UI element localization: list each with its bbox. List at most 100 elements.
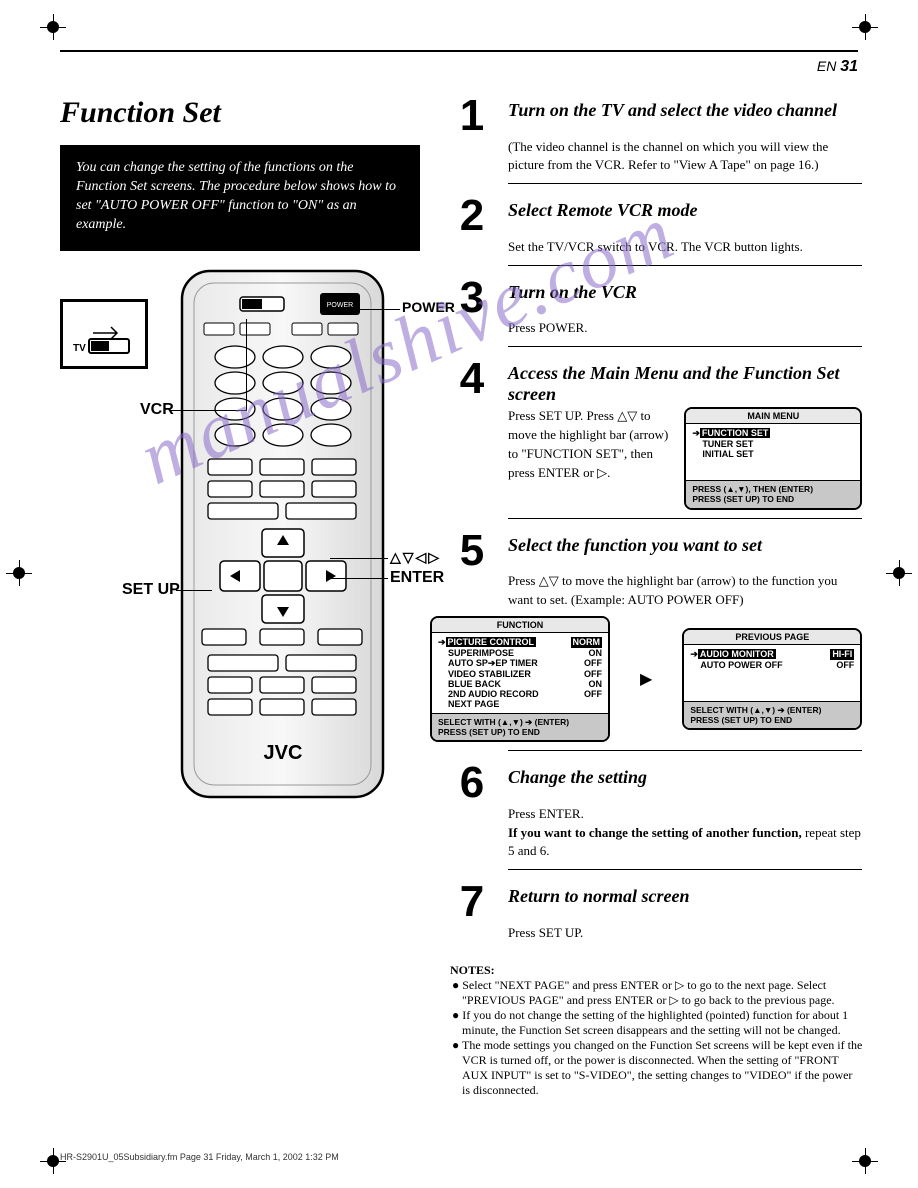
osd-foot: PRESS (SET UP) TO END [690,715,854,725]
step-title: Select Remote VCR mode [508,196,697,221]
header-rule [60,50,858,52]
notes-section: NOTES: ● Select "NEXT PAGE" and press EN… [450,963,862,1098]
registration-mark-icon [886,560,912,586]
tv-switch-icon: TV [69,311,139,357]
osd-item: 2ND AUDIO RECORD [438,689,539,699]
note-text: The mode settings you changed on the Fun… [462,1038,862,1097]
osd-item: TUNER SET [692,439,854,449]
step-title: Select the function you want to set [508,531,762,556]
osd-val: ON [589,679,603,689]
osd-item: FUNCTION SET [700,428,771,438]
step-7: 7 Return to normal screen Press SET UP. [450,882,862,942]
step-number: 4 [450,359,494,399]
osd-foot: PRESS (SET UP) TO END [438,727,602,737]
step-rule [508,183,862,184]
leader-line [330,309,400,310]
note-item: ● The mode settings you changed on the F… [462,1038,862,1098]
leader-line [176,590,212,591]
note-item: ● Select "NEXT PAGE" and press ENTER or … [462,978,862,1008]
osd-item: VIDEO STABILIZER [438,669,531,679]
osd-foot: SELECT WITH (▲,▼) ➔ (ENTER) [438,717,602,727]
step-body: Press △▽ to move the highlight bar (arro… [508,572,862,610]
registration-mark-icon [852,1148,878,1174]
step-body: Press SET UP. [508,924,862,943]
feature-title: Function Set [60,96,420,129]
step-number: 1 [450,96,494,136]
osd-item: AUDIO MONITOR [698,649,776,659]
registration-mark-icon [852,14,878,40]
step-title: Turn on the VCR [508,278,637,303]
step-title: Access the Main Menu and the Function Se… [508,359,862,405]
osd-val: OFF [836,660,854,670]
footer-filename: HR-S2901U_05Subsidiary.fm Page 31 Friday… [60,1152,339,1162]
page: manualshive.com EN 31 Function Set You c… [0,0,918,1188]
osd-foot: SELECT WITH (▲,▼) ➔ (ENTER) [690,705,854,715]
osd-foot: PRESS (SET UP) TO END [692,494,854,504]
osd-val: OFF [584,689,602,699]
osd-item: SUPERIMPOSE [438,648,514,658]
step-number: 7 [450,882,494,922]
label-power: POWER [402,299,455,315]
step-number: 6 [450,763,494,803]
step-body: Set the TV/VCR switch to VCR. The VCR bu… [508,238,862,257]
remote-control-icon: POWER [180,269,385,799]
svg-text:TV: TV [73,343,86,354]
content-columns: Function Set You can change the setting … [60,96,858,1098]
step-body: Press SET UP. Press △▽ to move the highl… [508,407,674,509]
left-column: Function Set You can change the setting … [60,96,420,1098]
page-number: EN 31 [60,58,858,76]
osd-item: AUTO SP➔EP TIMER [438,658,538,669]
step-title: Return to normal screen [508,882,690,907]
page-lang: EN [817,58,836,74]
step-rule [508,869,862,870]
note-text: Select "NEXT PAGE" and press ENTER or ▷ … [462,978,835,1007]
leader-line [246,319,247,411]
step-rule [508,518,862,519]
osd-foot: PRESS (▲,▼), THEN (ENTER) [692,484,854,494]
right-arrow-icon: ▶ [640,669,652,689]
label-setup: SET UP [122,581,180,599]
step-rule [508,265,862,266]
osd-item: AUTO POWER OFF [690,660,782,670]
step-body: (The video channel is the channel on whi… [508,138,862,176]
step-number: 2 [450,196,494,236]
osd-val: ON [589,648,603,658]
step-4: 4 Access the Main Menu and the Function … [450,359,862,518]
page-num-value: 31 [840,58,858,75]
osd-item: PICTURE CONTROL [446,637,537,647]
label-vcr: VCR [140,401,174,419]
note-strong: If you want to change the setting of ano… [508,825,802,840]
osd-title: FUNCTION [432,618,608,633]
osd-arrow-icon: ➔ [692,428,700,438]
osd-val: OFF [584,658,602,669]
step-rule [508,346,862,347]
note-item: ● If you do not change the setting of th… [462,1008,862,1038]
osd-val: HI-FI [830,649,854,660]
step-5: 5 Select the function you want to set Pr… [450,531,862,752]
osd-val: NORM [571,637,603,648]
notes-heading: NOTES: [450,963,862,978]
registration-mark-icon [6,560,32,586]
step-number: 5 [450,531,494,571]
leader-line [330,558,388,559]
label-arrows: △▽◁▷ [390,549,441,566]
registration-mark-icon [40,14,66,40]
note-text: If you do not change the setting of the … [462,1008,848,1037]
leader-line [170,410,246,411]
remote-diagram: TV [60,269,420,829]
svg-text:POWER: POWER [327,302,353,309]
step-3: 3 Turn on the VCR Press POWER. [450,278,862,347]
osd-previous-page: PREVIOUS PAGE ➔AUDIO MONITORHI-FI AUTO P… [682,628,862,730]
step-title: Change the setting [508,763,647,788]
osd-function: FUNCTION ➔PICTURE CONTROLNORM SUPERIMPOS… [430,616,610,742]
svg-text:JVC: JVC [264,742,303,764]
tv-vcr-switch-inset: TV [60,299,148,369]
step-body: Press POWER. [508,319,862,338]
intro-box: You can change the setting of the functi… [60,145,420,251]
step-2: 2 Select Remote VCR mode Set the TV/VCR … [450,196,862,265]
osd-val: OFF [584,669,602,679]
osd-title: MAIN MENU [686,409,860,424]
step-rule [508,750,862,751]
osd-item: INITIAL SET [692,449,854,459]
step-1: 1 Turn on the TV and select the video ch… [450,96,862,184]
